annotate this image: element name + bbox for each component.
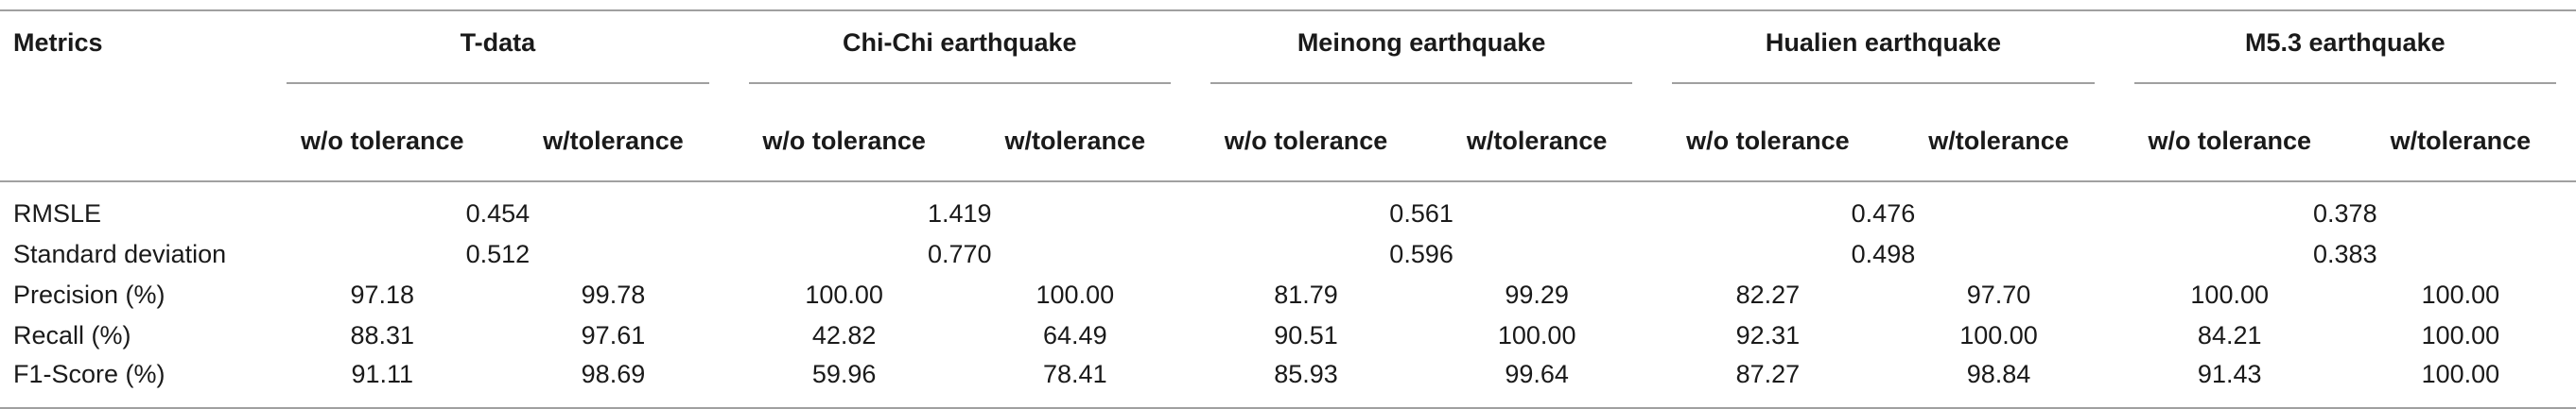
empty-header-cell [0, 101, 268, 182]
table-cell: 0.596 [1389, 240, 1453, 268]
sub-header-with-tolerance: w/tolerance [1421, 101, 1653, 182]
table-cell: 91.11 [267, 356, 498, 409]
group-label: Meinong earthquake [1210, 28, 1633, 84]
table-cell: 0.454 [465, 199, 531, 228]
sub-header-with-tolerance: w/tolerance [1883, 101, 2115, 182]
sub-header-without-tolerance: w/o tolerance [1190, 101, 1422, 182]
table-cell: 0.383 [2313, 240, 2377, 268]
table-cell: 81.79 [1274, 281, 1338, 309]
sub-header-without-tolerance: w/o tolerance [1652, 101, 1884, 182]
table-cell: 0.561 [1389, 199, 1453, 228]
table-cell: 97.61 [581, 321, 646, 349]
group-label: T-data [287, 28, 709, 84]
table-cell: 99.29 [1505, 281, 1569, 309]
table-cell: 100.00 [2344, 356, 2576, 409]
metric-label: F1-Score (%) [0, 356, 268, 409]
table-cell: 100.00 [2190, 281, 2269, 309]
table-cell: 100.00 [2421, 321, 2500, 349]
table-row-standard-deviation: Standard deviation 0.512 0.770 0.596 0.4… [0, 234, 2576, 275]
table-cell: 99.64 [1421, 356, 1653, 409]
table-cell: 0.498 [1851, 240, 1916, 268]
table-cell: 0.476 [1851, 199, 1916, 228]
group-header-t-data: T-data [267, 9, 729, 101]
table-cell: 100.00 [2421, 281, 2500, 309]
group-label: Chi-Chi earthquake [748, 28, 1171, 84]
table-cell: 0.512 [465, 240, 531, 268]
table-cell: 99.78 [581, 281, 646, 309]
table-cell: 97.18 [350, 281, 415, 309]
table-cell: 0.770 [927, 240, 992, 268]
table-cell: 100.00 [805, 281, 883, 309]
table-cell: 97.70 [1966, 281, 2031, 309]
group-label: Hualien earthquake [1672, 28, 2095, 84]
table-cell: 42.82 [811, 321, 877, 349]
table-cell: 90.51 [1274, 321, 1338, 349]
table-row-rmsle: RMSLE 0.454 1.419 0.561 0.476 0.378 [0, 181, 2576, 234]
table-row-recall: Recall (%) 88.31 97.61 42.82 64.49 90.51… [0, 315, 2576, 356]
metric-label: Standard deviation [13, 240, 227, 268]
metrics-column-header: Metrics [0, 9, 268, 101]
metric-label: Recall (%) [13, 321, 131, 349]
table-cell: 100.00 [1959, 321, 2038, 349]
group-header-chi-chi: Chi-Chi earthquake [728, 9, 1191, 101]
group-header-row: Metrics T-data Chi-Chi earthquake Meinon… [0, 9, 2576, 101]
table-cell: 64.49 [1043, 321, 1107, 349]
sub-header-with-tolerance: w/tolerance [959, 101, 1191, 182]
metric-label: RMSLE [13, 199, 102, 228]
table-cell: 59.96 [728, 356, 960, 409]
table-cell: 82.27 [1735, 281, 1801, 309]
table-cell: 87.27 [1652, 356, 1884, 409]
table-cell: 98.84 [1883, 356, 2115, 409]
table-cell: 78.41 [959, 356, 1191, 409]
table-row-f1-score: F1-Score (%) 91.11 98.69 59.96 78.41 85.… [0, 356, 2576, 409]
group-header-hualien: Hualien earthquake [1652, 9, 2115, 101]
table-cell: 0.378 [2313, 199, 2377, 228]
table-cell: 100.00 [1497, 321, 1576, 349]
sub-header-with-tolerance: w/tolerance [497, 101, 729, 182]
group-header-meinong: Meinong earthquake [1190, 9, 1653, 101]
table-cell: 92.31 [1735, 321, 1801, 349]
sub-header-row: w/o tolerance w/tolerance w/o tolerance … [0, 101, 2576, 182]
table-cell: 91.43 [2114, 356, 2345, 409]
sub-header-without-tolerance: w/o tolerance [728, 101, 960, 182]
table-cell: 84.21 [2197, 321, 2262, 349]
table-cell: 88.31 [350, 321, 415, 349]
metric-label: Precision (%) [13, 281, 165, 309]
group-label: M5.3 earthquake [2133, 28, 2556, 84]
sub-header-without-tolerance: w/o tolerance [267, 101, 498, 182]
table-cell: 1.419 [927, 199, 992, 228]
sub-header-without-tolerance: w/o tolerance [2114, 101, 2345, 182]
table-cell: 100.00 [1036, 281, 1115, 309]
table-row-precision: Precision (%) 97.18 99.78 100.00 100.00 … [0, 275, 2576, 315]
table-cell: 98.69 [497, 356, 729, 409]
metrics-table: Metrics T-data Chi-Chi earthquake Meinon… [0, 9, 2576, 409]
sub-header-with-tolerance: w/tolerance [2344, 101, 2576, 182]
group-header-m53: M5.3 earthquake [2114, 9, 2576, 101]
table-cell: 85.93 [1190, 356, 1422, 409]
